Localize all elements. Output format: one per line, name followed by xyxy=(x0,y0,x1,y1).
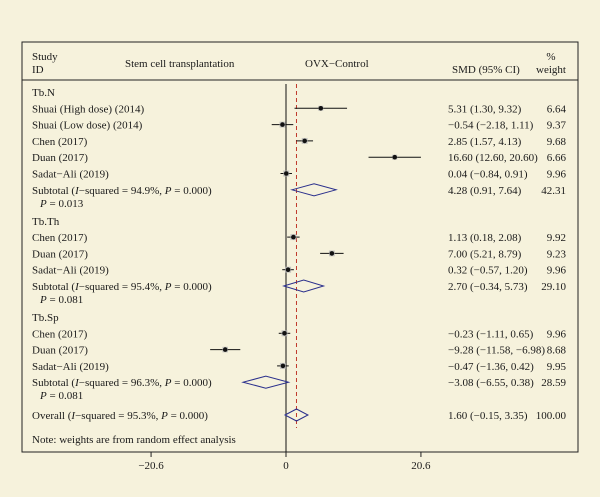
x-tick-label-0: −20.6 xyxy=(138,460,164,472)
study-1-1-label: Duan (2017) xyxy=(32,248,88,260)
header-study: Study xyxy=(32,51,58,63)
study-2-1-weight: 8.68 xyxy=(547,345,567,357)
study-1-1-ci: 7.00 (5.21, 8.79) xyxy=(448,248,522,260)
study-2-0-ci: −0.23 (−1.11, 0.65) xyxy=(448,328,534,340)
overall-ci: 1.60 (−0.15, 3.35) xyxy=(448,410,528,422)
study-1-1-weight: 9.23 xyxy=(547,248,567,260)
study-0-3-label: Duan (2017) xyxy=(32,152,88,164)
subtotal-1-weight: 29.10 xyxy=(541,281,566,293)
plot-frame xyxy=(21,41,579,453)
x-tick-label-2: 20.6 xyxy=(411,460,431,472)
study-0-4-weight: 9.96 xyxy=(547,169,567,181)
study-0-1-label: Shuai (Low dose) (2014) xyxy=(32,120,143,132)
group-label-1: Tb.Th xyxy=(32,216,60,228)
header-weight-label: weight xyxy=(536,64,566,76)
subtotal-2-ci: −3.08 (−6.55, 0.38) xyxy=(448,377,534,389)
subtotal-diamond-2 xyxy=(241,375,291,389)
subtotal-0-ci: 4.28 (0.91, 7.64) xyxy=(448,185,522,197)
study-2-0-point xyxy=(282,331,287,336)
study-0-4-label: Sadat−Ali (2019) xyxy=(32,169,109,181)
overall-diamond xyxy=(283,408,310,422)
study-2-2-label: Sadat−Ali (2019) xyxy=(32,361,109,373)
study-1-0-label: Chen (2017) xyxy=(32,232,88,244)
header-weight-percent: % xyxy=(546,51,555,63)
x-tick-label-1: 0 xyxy=(283,460,289,472)
study-0-0-weight: 6.64 xyxy=(547,103,567,115)
study-0-0-label: Shuai (High dose) (2014) xyxy=(32,103,144,115)
subtotal-diamond-0 xyxy=(290,183,338,197)
study-0-0-ci: 5.31 (1.30, 9.32) xyxy=(448,103,522,115)
study-1-0-point xyxy=(291,234,296,240)
study-1-1-point xyxy=(329,251,335,256)
overall-label: Overall (I−squared = 95.3%, P = 0.000) xyxy=(32,410,208,422)
subtotal-p-1: P = 0.081 xyxy=(39,294,83,306)
study-0-1-weight: 9.37 xyxy=(547,120,567,132)
study-0-1-ci: −0.54 (−2.18, 1.11) xyxy=(448,120,534,132)
study-2-2-ci: −0.47 (−1.36, 0.42) xyxy=(448,361,534,373)
study-0-4-ci: 0.04 (−0.84, 0.91) xyxy=(448,169,528,181)
study-2-1-label: Duan (2017) xyxy=(32,345,88,357)
study-0-2-weight: 9.68 xyxy=(547,136,567,148)
study-1-2-ci: 0.32 (−0.57, 1.20) xyxy=(448,265,528,277)
study-0-2-ci: 2.85 (1.57, 4.13) xyxy=(448,136,522,148)
study-1-2-point xyxy=(285,267,291,273)
subtotal-label-1: Subtotal (I−squared = 95.4%, P = 0.000) xyxy=(32,281,212,293)
group-label-0: Tb.N xyxy=(32,87,55,99)
subtotal-1-ci: 2.70 (−0.34, 5.73) xyxy=(448,281,528,293)
study-1-0-weight: 9.92 xyxy=(547,232,566,244)
subtotal-0-weight: 42.31 xyxy=(541,185,566,197)
study-1-2-weight: 9.96 xyxy=(547,265,567,277)
header-right-group: OVX−Control xyxy=(305,58,369,70)
header-effect: SMD (95% CI) xyxy=(452,64,520,76)
study-2-1-point xyxy=(222,347,228,352)
overall-weight: 100.00 xyxy=(536,410,567,422)
note-text: Note: weights are from random effect ana… xyxy=(32,434,236,446)
study-1-0-ci: 1.13 (0.18, 2.08) xyxy=(448,232,522,244)
study-0-2-point xyxy=(302,138,307,144)
study-0-3-point xyxy=(392,154,398,160)
study-0-2-label: Chen (2017) xyxy=(32,136,88,148)
header-id: ID xyxy=(32,64,44,76)
study-2-2-point xyxy=(280,363,286,369)
group-label-2: Tb.Sp xyxy=(32,312,59,324)
study-2-2-weight: 9.95 xyxy=(547,361,567,373)
study-0-4-point xyxy=(283,171,289,176)
study-0-3-weight: 6.66 xyxy=(547,152,567,164)
study-0-0-point xyxy=(318,106,324,111)
header-left-group: Stem cell transplantation xyxy=(125,58,235,70)
study-2-1-ci: −9.28 (−11.58, −6.98) xyxy=(448,345,545,357)
subtotal-label-2: Subtotal (I−squared = 96.3%, P = 0.000) xyxy=(32,377,212,389)
subtotal-p-2: P = 0.081 xyxy=(39,390,83,402)
study-2-0-weight: 9.96 xyxy=(547,328,567,340)
subtotal-2-weight: 28.59 xyxy=(541,377,566,389)
study-1-2-label: Sadat−Ali (2019) xyxy=(32,265,109,277)
subtotal-label-0: Subtotal (I−squared = 94.9%, P = 0.000) xyxy=(32,185,212,197)
study-0-1-point xyxy=(280,122,285,127)
study-0-3-ci: 16.60 (12.60, 20.60) xyxy=(448,152,538,164)
study-2-0-label: Chen (2017) xyxy=(32,328,88,340)
subtotal-p-0: P = 0.013 xyxy=(39,198,84,210)
subtotal-diamond-1 xyxy=(282,279,326,293)
